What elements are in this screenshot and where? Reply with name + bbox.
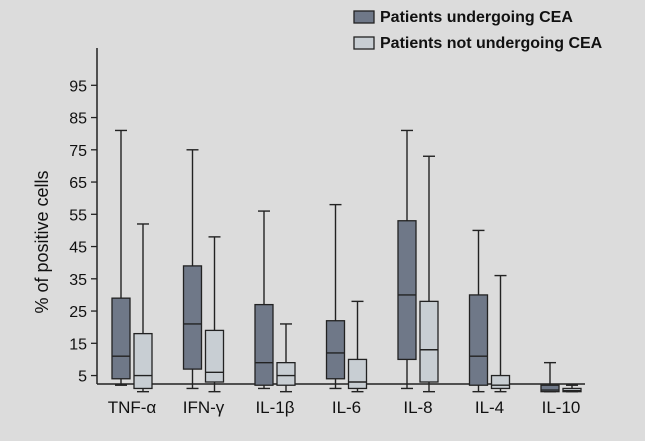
y-tick-label: 25 xyxy=(69,304,87,321)
box-cea-IL-6 xyxy=(325,203,346,390)
iqr-box xyxy=(540,384,560,393)
box-cea-IFN-γ xyxy=(182,149,203,390)
box-cea-IL-1β xyxy=(254,210,274,390)
y-tick-label: 85 xyxy=(69,111,87,128)
box-cea-IL-8 xyxy=(397,129,417,390)
legend-swatch xyxy=(353,36,375,50)
iqr-box xyxy=(325,320,346,380)
y-tick-label: 45 xyxy=(69,240,87,257)
legend: Patients undergoing CEA Patients not unde… xyxy=(353,9,603,52)
x-category-label: IL-10 xyxy=(542,398,581,417)
y-tick-label: 95 xyxy=(69,78,87,95)
iqr-box xyxy=(133,332,153,390)
x-category-label: IL-1β xyxy=(255,398,294,417)
x-category-label: IL-8 xyxy=(403,398,432,417)
iqr-box xyxy=(468,294,489,386)
x-axis: TNF-α IFN-γ IL-1β IL-6 IL-8 IL-4 IL-10 xyxy=(97,383,585,417)
y-tick-label: 55 xyxy=(69,207,87,224)
x-category-label: IL-4 xyxy=(475,398,504,417)
box-plot-series xyxy=(111,129,582,393)
y-tick-label: 5 xyxy=(78,369,87,386)
iqr-box xyxy=(254,303,274,386)
x-category-label: IFN-γ xyxy=(183,398,225,417)
y-axis: 5 15 25 35 45 55 65 75 85 95 xyxy=(69,48,98,386)
legend-label: Patients not undergoing CEA xyxy=(380,35,603,52)
iqr-box xyxy=(397,220,417,361)
y-tick-label: 15 xyxy=(69,336,87,353)
iqr-box xyxy=(347,358,368,390)
iqr-box xyxy=(419,300,439,383)
box-cea-IL-10 xyxy=(540,361,560,393)
box-non-cea-IL-1β xyxy=(276,323,296,393)
y-axis-title: % of positive cells xyxy=(32,170,52,313)
legend-label: Patients undergoing CEA xyxy=(380,9,573,26)
iqr-box xyxy=(111,297,131,380)
box-non-cea-TNF-α xyxy=(133,223,153,393)
iqr-box xyxy=(276,361,296,386)
y-tick-label: 35 xyxy=(69,272,87,289)
box-non-cea-IL-4 xyxy=(490,274,511,393)
box-cea-IL-4 xyxy=(468,229,489,393)
x-category-label: IL-6 xyxy=(332,398,361,417)
y-tick-label: 65 xyxy=(69,175,87,192)
box-non-cea-IFN-γ xyxy=(204,236,225,393)
box-non-cea-IL-10 xyxy=(562,384,582,393)
legend-swatch xyxy=(353,10,375,24)
iqr-box xyxy=(182,265,203,370)
x-category-label: TNF-α xyxy=(108,398,157,417)
iqr-box xyxy=(204,329,225,383)
box-non-cea-IL-6 xyxy=(347,300,368,393)
box-non-cea-IL-8 xyxy=(419,155,439,393)
iqr-box xyxy=(490,374,511,390)
y-tick-label: 75 xyxy=(69,143,87,160)
box-cea-TNF-α xyxy=(111,129,131,386)
